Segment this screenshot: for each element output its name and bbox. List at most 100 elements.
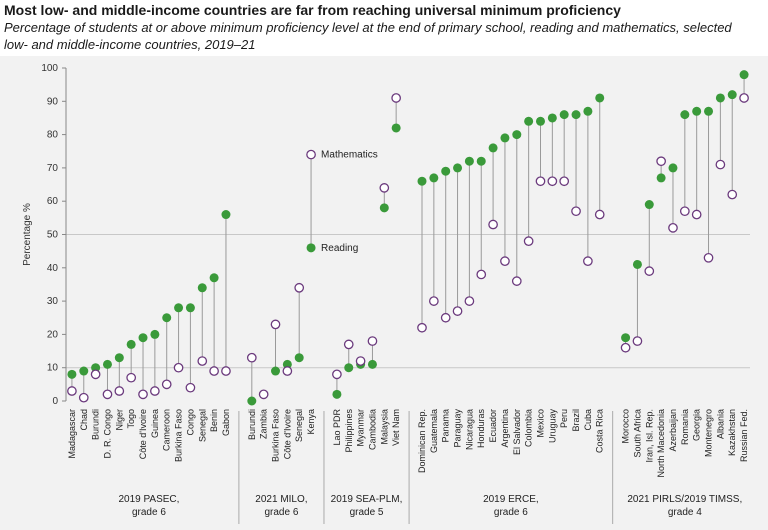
dot-chart: 0 10 20 30 40 50 60 70 80 90 100 Percentage % Madaga… (22, 63, 750, 524)
mathematics-point (332, 369, 342, 380)
reading-point (571, 110, 581, 120)
mathematics-point (185, 382, 196, 393)
country-label: South Africa (632, 409, 642, 458)
reading-point (429, 173, 439, 183)
mathematics-point (67, 386, 77, 396)
reading-point (114, 353, 124, 363)
mathematics-point (428, 296, 439, 306)
mathematics-point (691, 209, 702, 220)
country-label: Zambia (259, 409, 269, 439)
mathematics-point (703, 252, 714, 263)
country-label: Burundi (91, 409, 101, 440)
reading-point (583, 106, 593, 116)
country-label: Gabon (221, 409, 231, 436)
reading-point (138, 333, 148, 343)
group-label: 2019 PASEC, (118, 494, 179, 505)
reading-point (441, 166, 451, 176)
country-label: Paraguay (453, 409, 463, 448)
plot-background (0, 56, 768, 530)
mathematics-point (715, 159, 726, 170)
country-label: North Macedonia (656, 409, 666, 478)
y-tick-label: 70 (47, 163, 59, 174)
country-label: Malaysia (379, 409, 389, 445)
mathematics-point (391, 93, 402, 103)
reading-point (185, 303, 195, 313)
reading-point (126, 339, 136, 349)
country-label: Benin (209, 409, 219, 432)
legend-mathematics-marker (306, 149, 316, 160)
reading-point (391, 123, 401, 133)
reading-point (595, 93, 605, 103)
mathematics-point (739, 93, 749, 103)
y-tick-label: 10 (47, 363, 59, 374)
mathematics-point (727, 189, 738, 200)
mathematics-point (102, 389, 113, 400)
mathematics-point (294, 282, 305, 293)
country-label: Kenya (306, 409, 316, 435)
country-label: Brazil (571, 409, 581, 432)
country-label: Côte d'Ivoire (138, 409, 148, 459)
y-tick-label: 50 (47, 230, 59, 241)
mathematics-point (679, 206, 690, 217)
y-tick-label: 100 (41, 63, 58, 74)
reading-point (417, 176, 427, 186)
reading-point (209, 273, 219, 283)
country-label: Colombia (524, 409, 534, 447)
country-label: Myanmar (356, 409, 366, 447)
reading-point (464, 156, 474, 166)
reading-point (294, 353, 304, 363)
country-label: Madagascar (67, 409, 77, 459)
reading-point (102, 359, 112, 369)
mathematics-point (417, 322, 427, 333)
mathematics-point (620, 342, 631, 353)
mathematics-point (367, 336, 378, 346)
mathematics-point (78, 392, 89, 403)
mathematics-point (535, 176, 546, 187)
reading-point (476, 156, 486, 166)
mathematics-point (209, 366, 219, 376)
y-tick-label: 60 (47, 196, 59, 207)
country-label: Honduras (476, 409, 486, 449)
country-label: Congo (185, 409, 195, 436)
reading-point (488, 143, 498, 153)
mathematics-point (594, 209, 605, 220)
group-label: 2021 PIRLS/2019 TIMSS, (627, 494, 742, 505)
y-tick-label: 20 (47, 329, 59, 340)
mathematics-point (246, 352, 257, 363)
group-label: grade 5 (350, 507, 384, 518)
mathematics-point (656, 156, 666, 167)
mathematics-point (571, 206, 581, 217)
country-label: Burkina Faso (174, 409, 184, 462)
country-label: Georgia (692, 409, 702, 441)
mathematics-point (668, 222, 678, 233)
group-label: 2021 MILO, (255, 494, 307, 505)
y-tick-label: 0 (52, 396, 58, 407)
reading-point (453, 163, 463, 173)
country-label: Chad (79, 409, 89, 431)
reading-point (221, 210, 231, 220)
reading-point (162, 313, 172, 323)
mathematics-point (173, 362, 184, 373)
reading-point (727, 90, 737, 100)
mathematics-point (632, 336, 643, 346)
country-label: Dominican Rep. (417, 409, 427, 473)
mathematics-point (258, 389, 269, 400)
mathematics-point (511, 276, 522, 286)
reading-point (524, 116, 534, 126)
country-label: Kazakhstan (727, 409, 737, 456)
mathematics-point (114, 386, 125, 396)
country-label: Azerbaijan (668, 409, 678, 452)
legend-reading-marker (306, 243, 316, 253)
reading-point (680, 110, 690, 120)
country-label: El Salvador (512, 409, 522, 455)
reading-point (621, 333, 631, 343)
y-tick-label: 80 (47, 130, 59, 141)
legend-mathematics-label: Mathematics (321, 150, 378, 161)
group-label: grade 6 (132, 507, 166, 518)
reading-point (512, 130, 522, 140)
reading-point (174, 303, 184, 313)
country-label: Argentina (500, 409, 510, 448)
country-label: Uruguay (547, 409, 557, 444)
reading-point (150, 329, 160, 339)
country-label: Togo (126, 409, 136, 429)
